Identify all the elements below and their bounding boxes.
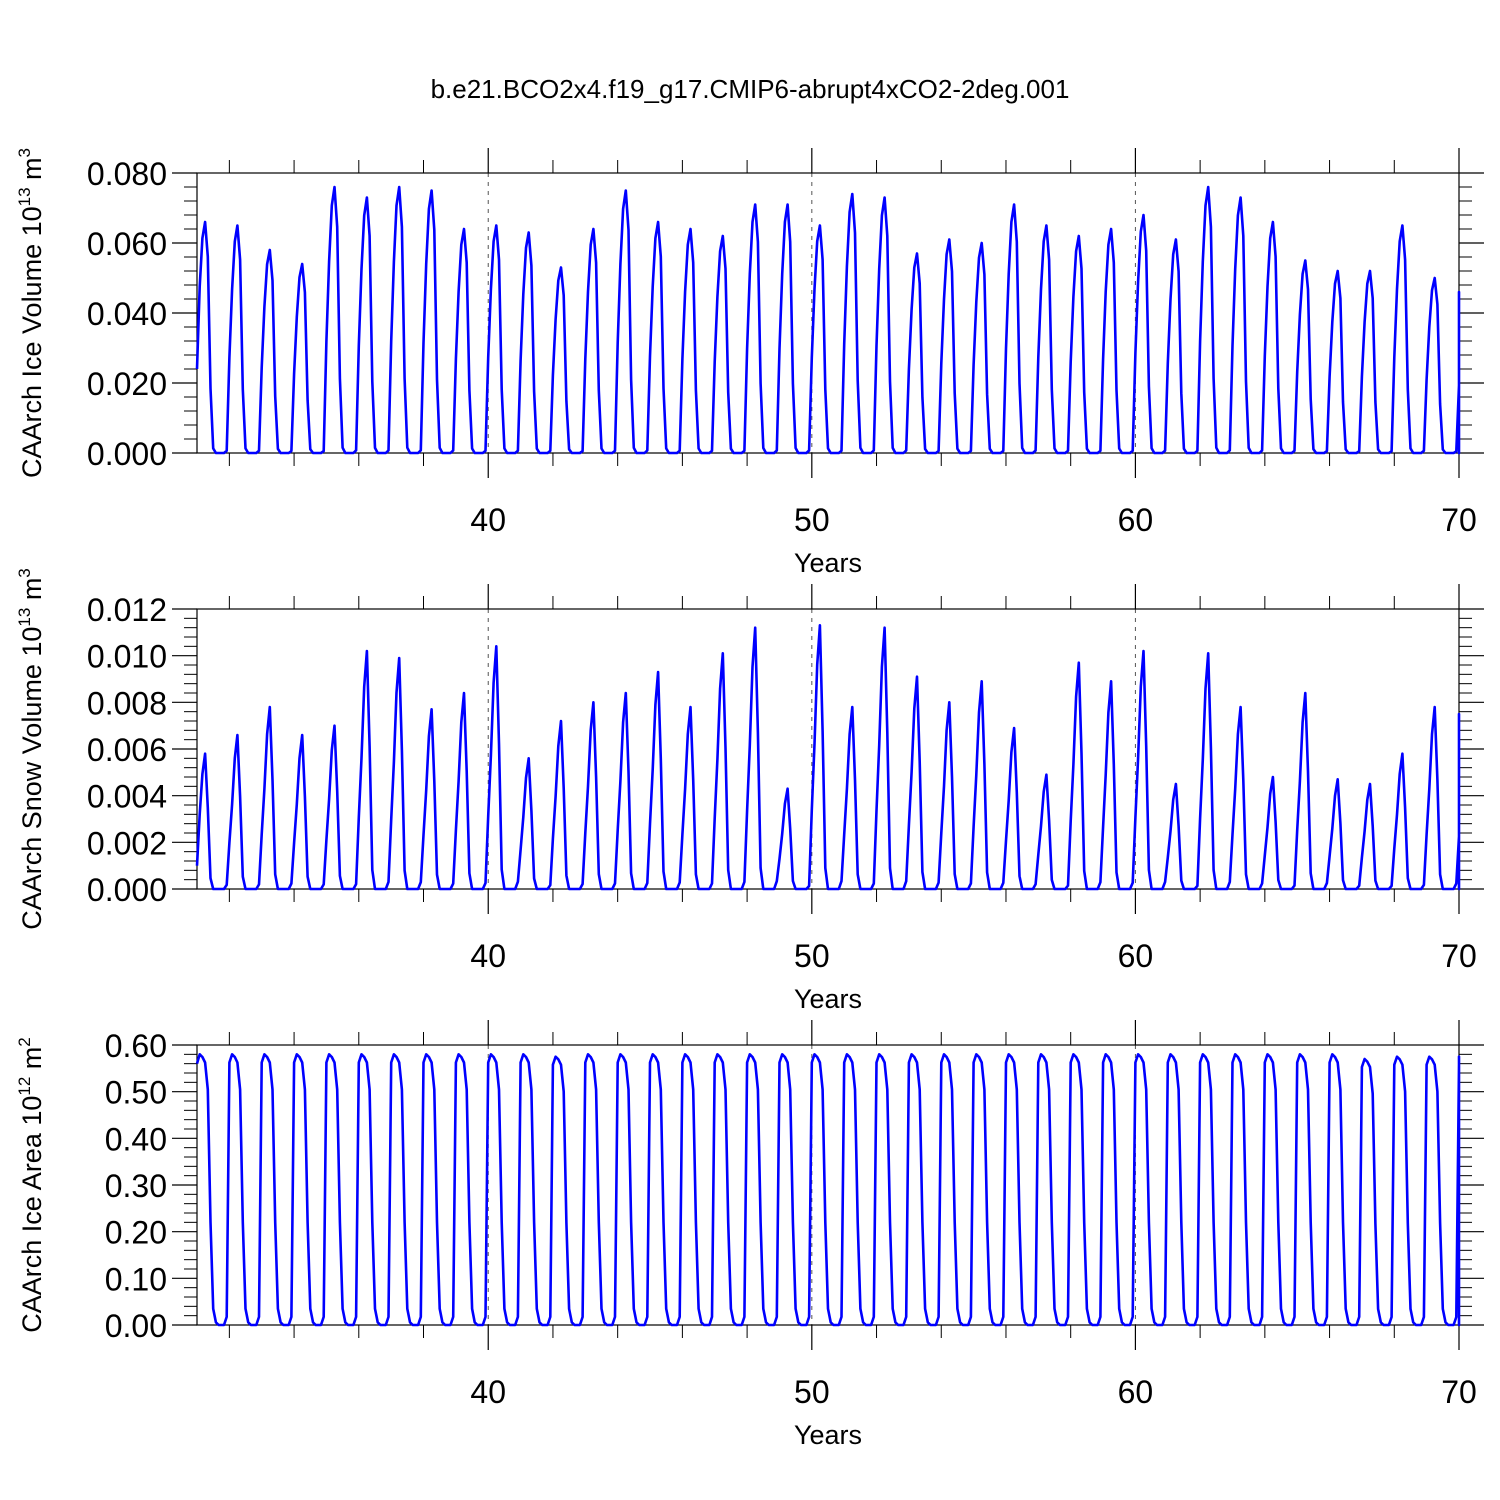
- y-axis-label: CAArch Ice Volume 1013 m3: [15, 148, 47, 478]
- x-tick-label: 60: [1118, 938, 1154, 974]
- y-tick-label: 0.50: [105, 1075, 167, 1111]
- series-line-ice-area: [195, 1053, 1461, 1327]
- x-tick-label: 40: [470, 1374, 506, 1410]
- y-tick-label: 0.020: [87, 366, 167, 402]
- plot-frame: [196, 172, 1460, 454]
- y-tick-label: 0.000: [87, 872, 167, 908]
- x-tick-label: 60: [1118, 502, 1154, 538]
- y-tick-label: 0.60: [105, 1028, 167, 1064]
- y-tick-label: 0.080: [87, 156, 167, 192]
- y-tick-label: 0.000: [87, 436, 167, 472]
- x-tick-label: 50: [794, 1374, 830, 1410]
- x-tick-label: 50: [794, 502, 830, 538]
- panel-ice-volume: 0.000 0.020 0.040 0.060 0.080 40 50 60 70 Years CA…: [15, 148, 1484, 578]
- y-tick-label: 0.00: [105, 1308, 167, 1344]
- y-axis-label: CAArch Snow Volume 1013 m3: [15, 568, 47, 930]
- x-axis-label: Years: [794, 1420, 862, 1450]
- y-tick-label: 0.012: [87, 592, 167, 628]
- x-tick-label: 40: [470, 938, 506, 974]
- panel-ice-area: 0.00 0.10 0.20 0.30 0.40 0.50 0.60 40 50 60 70 Year…: [15, 1020, 1484, 1450]
- x-axis-label: Years: [794, 548, 862, 578]
- y-tick-label: 0.004: [87, 779, 167, 815]
- y-tick-label: 0.006: [87, 732, 167, 768]
- y-tick-label: 0.10: [105, 1261, 167, 1297]
- y-tick-label: 0.040: [87, 296, 167, 332]
- x-tick-label: 70: [1441, 1374, 1477, 1410]
- y-tick-label: 0.002: [87, 825, 167, 861]
- x-tick-label: 50: [794, 938, 830, 974]
- chart-panels: 0.000 0.020 0.040 0.060 0.080 40 50 60 70 Years CA…: [15, 148, 1484, 1450]
- x-tick-label: 40: [470, 502, 506, 538]
- y-tick-label: 0.30: [105, 1168, 167, 1204]
- y-tick-label: 0.20: [105, 1215, 167, 1251]
- series-line-snow-volume: [195, 624, 1461, 891]
- series-line-ice-volume: [195, 185, 1461, 455]
- plot-frame: [196, 608, 1460, 890]
- y-tick-label: 0.010: [87, 639, 167, 675]
- x-tick-label: 60: [1118, 1374, 1154, 1410]
- y-axis-label: CAArch Ice Area 1012 m2: [15, 1037, 47, 1333]
- figure-title: b.e21.BCO2x4.f19_g17.CMIP6-abrupt4xCO2-2…: [431, 74, 1070, 104]
- x-tick-label: 70: [1441, 502, 1477, 538]
- x-tick-label: 70: [1441, 938, 1477, 974]
- panel-snow-volume: 0.000 0.002 0.004 0.006 0.008 0.010 0.012 40 50 6…: [15, 568, 1484, 1014]
- y-tick-label: 0.40: [105, 1121, 167, 1157]
- x-axis-label: Years: [794, 984, 862, 1014]
- y-tick-label: 0.060: [87, 226, 167, 262]
- y-tick-label: 0.008: [87, 685, 167, 721]
